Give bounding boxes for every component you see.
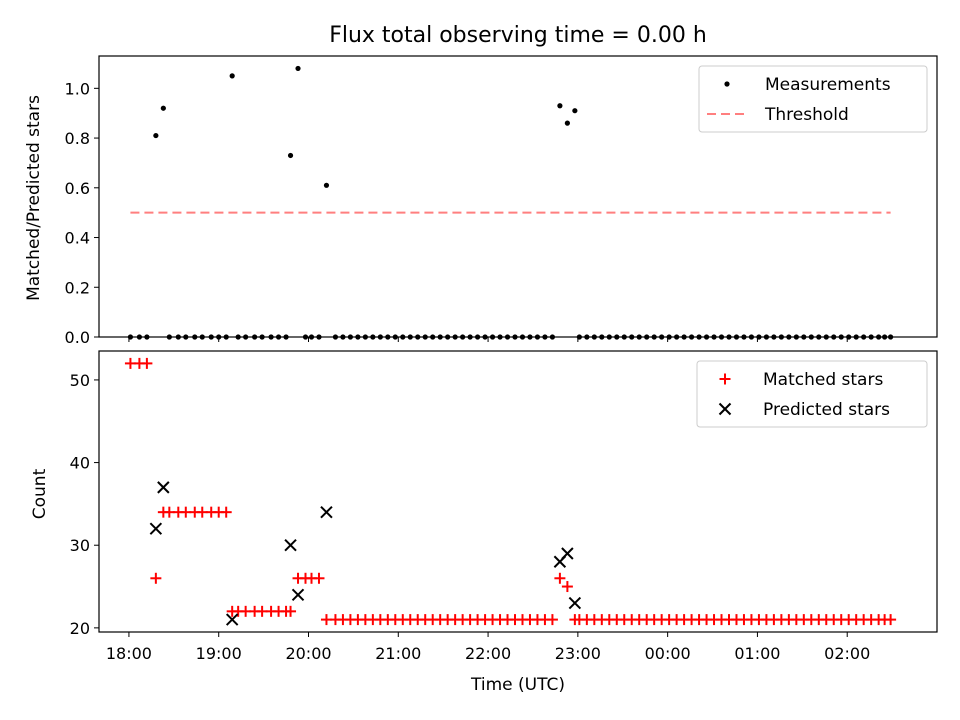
data-point: [229, 73, 235, 79]
data-point: [157, 481, 170, 494]
data-point: [323, 182, 330, 188]
legend-marker: [724, 81, 730, 87]
x-tick-label: 23:00: [555, 644, 601, 663]
bottom-y-tick-label: 30: [70, 536, 90, 555]
bottom-legend: Matched stars Predicted stars: [696, 360, 928, 428]
bottom-y-tick-label: 50: [70, 371, 90, 390]
data-point: [149, 522, 163, 535]
data-point: [546, 614, 558, 626]
x-tick-label: 21:00: [375, 644, 421, 663]
x-tick-label: 02:00: [824, 644, 870, 663]
top-y-tick-label: 0.6: [65, 179, 90, 198]
data-point: [885, 614, 897, 626]
series-matched-stars: [124, 357, 897, 626]
bottom-y-tick-label: 40: [70, 454, 90, 473]
top-axes-frame: [98, 55, 938, 338]
data-point: [313, 572, 325, 584]
legend-label: Matched stars: [763, 370, 883, 390]
data-point: [160, 105, 166, 111]
data-point: [220, 506, 232, 518]
data-point: [564, 120, 570, 126]
top-y-axis-label: Matched/Predicted stars: [24, 95, 44, 301]
data-point: [557, 103, 563, 109]
data-point: [561, 581, 573, 593]
data-point: [153, 132, 159, 139]
bottom-y-axis-label: Count: [30, 468, 50, 519]
data-point: [287, 152, 294, 159]
chart-title: Flux total observing time = 0.00 h: [329, 23, 707, 48]
top-y-tick-label: 1.0: [65, 79, 90, 98]
data-point: [150, 572, 162, 584]
x-tick-label: 18:00: [106, 644, 152, 663]
x-tick-label: 00:00: [645, 644, 691, 663]
data-point: [295, 65, 301, 72]
data-point: [568, 596, 582, 610]
data-point: [572, 108, 578, 114]
top-y-tick-label: 0.2: [65, 278, 90, 297]
x-tick-label: 19:00: [196, 644, 242, 663]
top-y-tick-label: 0.0: [65, 328, 90, 347]
bottom-y-tick-label: 20: [70, 619, 90, 638]
top-y-tick-label: 0.4: [65, 229, 90, 248]
legend-marker: [719, 373, 731, 385]
bottom-axes-frame: [98, 350, 938, 633]
series-predicted-stars: [149, 481, 582, 626]
bottom-panel: 20 30 40 50 18:00 19:00 20:00 21:00 22:00 23:00 00…: [70, 350, 938, 663]
legend-box: [698, 65, 928, 133]
x-tick-label: 22:00: [465, 644, 511, 663]
data-point: [141, 357, 153, 369]
data-point: [225, 613, 239, 626]
data-point: [554, 572, 566, 584]
data-point: [561, 547, 574, 560]
x-tick-label: 01:00: [734, 644, 780, 663]
top-panel: 0.0 0.2 0.4 0.6 0.8 1.0 Measurements Threshold: [65, 55, 938, 347]
x-tick-label: 20:00: [285, 644, 331, 663]
data-point: [291, 588, 305, 602]
x-axis-label: Time (UTC): [470, 675, 565, 695]
legend-label: Threshold: [764, 105, 849, 125]
legend-label: Predicted stars: [763, 400, 890, 420]
data-point: [284, 539, 297, 552]
legend-label: Measurements: [765, 75, 891, 95]
top-legend: Measurements Threshold: [698, 65, 928, 133]
data-point: [320, 505, 333, 519]
legend-marker: [718, 402, 732, 416]
legend-box: [696, 360, 928, 428]
data-point: [285, 605, 297, 617]
top-y-tick-label: 0.8: [65, 129, 90, 148]
